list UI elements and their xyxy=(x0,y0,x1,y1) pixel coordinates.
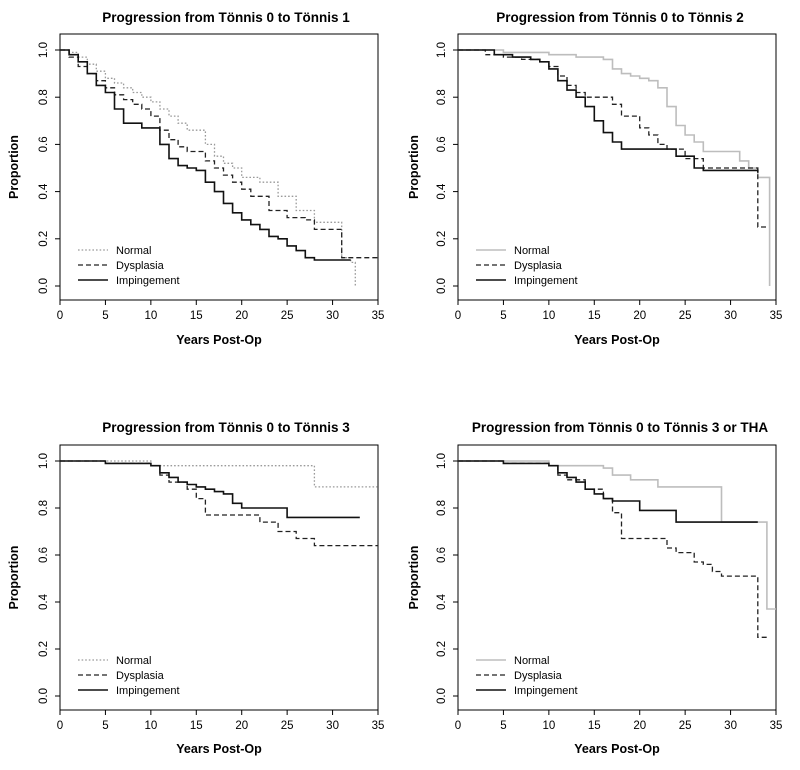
panel-1-plot-frame xyxy=(59,33,379,301)
panel-3-y-tick-label: 0.4 xyxy=(38,593,50,610)
panel-1-y-tick-label: 0.4 xyxy=(38,183,50,200)
panel-4-x-tick-label: 15 xyxy=(588,720,601,732)
panel-2-y-tick-label: 0.6 xyxy=(436,136,448,152)
panel-3-plot-frame xyxy=(59,444,379,711)
panel-4-plot-frame xyxy=(457,444,777,711)
panel-1-legend-label-normal: Normal xyxy=(116,245,151,257)
panel-3-y-tick-label: 0.0 xyxy=(38,688,50,704)
panel-1-x-tick-label: 35 xyxy=(372,310,385,322)
panel-2-y-tick-label: 1.0 xyxy=(436,42,448,58)
panel-4-x-tick-label: 5 xyxy=(500,720,506,732)
panel-4-y-tick-label: 0.8 xyxy=(436,500,448,516)
panel-3-x-tick-label: 10 xyxy=(144,720,157,732)
panel-4-y-tick-label: 0.6 xyxy=(436,547,448,563)
panel-1-x-tick-label: 5 xyxy=(102,310,108,322)
panel-3-x-tick-label: 0 xyxy=(57,720,63,732)
panel-3-legend-label-normal: Normal xyxy=(116,655,151,667)
panel-3-x-tick-label: 5 xyxy=(102,720,108,732)
panel-3-x-tick-label: 30 xyxy=(326,720,339,732)
panel-4-series-dysplasia-line xyxy=(458,460,767,638)
panel-4-title: Progression from Tönnis 0 to Tönnis 3 or… xyxy=(472,420,769,435)
panel-1-title: Progression from Tönnis 0 to Tönnis 1 xyxy=(102,10,350,25)
panel-3-title: Progression from Tönnis 0 to Tönnis 3 xyxy=(102,420,350,435)
panel-2-x-tick-label: 30 xyxy=(724,310,737,322)
panel-2-x-tick-label: 20 xyxy=(633,310,646,322)
panel-3-y-tick-label: 0.6 xyxy=(38,547,50,563)
panel-1-x-axis-label: Years Post-Op xyxy=(176,333,262,347)
panel-1-y-tick-label: 0.0 xyxy=(38,278,50,294)
panel-4-x-tick-label: 10 xyxy=(542,720,555,732)
panel-2-x-tick-label: 25 xyxy=(679,310,692,322)
panel-2-series-normal-line xyxy=(458,49,771,286)
panel-1-legend-label-impingement: Impingement xyxy=(116,275,180,287)
panel-4-legend-label-dysplasia: Dysplasia xyxy=(514,670,563,682)
panel-3-y-tick-label: 1.0 xyxy=(38,453,50,469)
panel-4-x-tick-label: 35 xyxy=(770,720,783,732)
panel-1-x-tick-label: 30 xyxy=(326,310,339,322)
panel-1-x-tick-label: 15 xyxy=(190,310,203,322)
panel-1-series-dysplasia-line xyxy=(60,49,378,259)
panel-2-y-tick-label: 0.4 xyxy=(436,183,448,200)
panel-3-x-tick-label: 25 xyxy=(281,720,294,732)
panel-4-y-tick-label: 0.4 xyxy=(436,593,448,610)
panel-2-x-tick-label: 0 xyxy=(455,310,461,322)
panel-4-series-normal-line xyxy=(458,460,776,610)
panel-2-x-tick-label: 10 xyxy=(542,310,555,322)
panel-2-legend-label-normal: Normal xyxy=(514,245,549,257)
panel-3-x-tick-label: 15 xyxy=(190,720,203,732)
panel-2-x-tick-label: 5 xyxy=(500,310,506,322)
panel-3-x-tick-label: 20 xyxy=(235,720,248,732)
panel-3-series-dysplasia-line xyxy=(60,460,378,547)
panel-2-y-tick-label: 0.8 xyxy=(436,89,448,105)
panel-3-x-tick-label: 35 xyxy=(372,720,385,732)
panel-4-y-axis-label: Proportion xyxy=(407,546,421,610)
panel-4-x-tick-label: 25 xyxy=(679,720,692,732)
panel-1-x-tick-label: 10 xyxy=(144,310,157,322)
panel-4-x-tick-label: 20 xyxy=(633,720,646,732)
panel-1-x-tick-label: 25 xyxy=(281,310,294,322)
panel-4-y-tick-label: 0.0 xyxy=(436,688,448,704)
panel-1-x-tick-label: 20 xyxy=(235,310,248,322)
panel-2-series-impingement-line xyxy=(458,49,759,173)
panel-3-y-tick-label: 0.2 xyxy=(38,641,50,657)
panel-1-y-tick-label: 0.2 xyxy=(38,231,50,247)
panel-1-y-axis-label: Proportion xyxy=(7,135,21,199)
panel-4-legend-label-impingement: Impingement xyxy=(514,685,578,697)
panel-2-y-axis-label: Proportion xyxy=(407,135,421,199)
panel-1-y-tick-label: 1.0 xyxy=(38,42,50,58)
panel-2-y-tick-label: 0.2 xyxy=(436,231,448,247)
panel-3-y-axis-label: Proportion xyxy=(7,546,21,610)
panel-4-y-tick-label: 1.0 xyxy=(436,453,448,469)
panel-2-x-tick-label: 35 xyxy=(770,310,783,322)
panel-1-series-impingement-line xyxy=(60,49,351,261)
panel-3-legend-label-dysplasia: Dysplasia xyxy=(116,670,165,682)
panel-1-legend-label-dysplasia: Dysplasia xyxy=(116,260,165,272)
panel-2-y-tick-label: 0.0 xyxy=(436,278,448,294)
panel-4-x-axis-label: Years Post-Op xyxy=(574,742,660,756)
panel-3-y-tick-label: 0.8 xyxy=(38,500,50,516)
panel-2-x-tick-label: 15 xyxy=(588,310,601,322)
panel-2-title: Progression from Tönnis 0 to Tönnis 2 xyxy=(496,10,744,25)
panel-3-legend-label-impingement: Impingement xyxy=(116,685,180,697)
panel-1-x-tick-label: 0 xyxy=(57,310,63,322)
panel-1-y-tick-label: 0.8 xyxy=(38,89,50,105)
panel-3-series-impingement-line xyxy=(60,460,360,519)
panel-4-legend-label-normal: Normal xyxy=(514,655,549,667)
panel-2-x-axis-label: Years Post-Op xyxy=(574,333,660,347)
panel-3-x-axis-label: Years Post-Op xyxy=(176,742,262,756)
panel-2-legend-label-impingement: Impingement xyxy=(514,275,578,287)
panel-4-y-tick-label: 0.2 xyxy=(436,641,448,657)
panel-1-series-normal-line xyxy=(60,49,356,286)
panel-4-series-impingement-line xyxy=(458,460,758,523)
panel-4-x-tick-label: 30 xyxy=(724,720,737,732)
panel-2-plot-frame xyxy=(457,33,777,301)
panel-2-legend-label-dysplasia: Dysplasia xyxy=(514,260,563,272)
panel-1-y-tick-label: 0.6 xyxy=(38,136,50,152)
panel-3-series-normal-line xyxy=(60,460,378,488)
panel-4-x-tick-label: 0 xyxy=(455,720,461,732)
